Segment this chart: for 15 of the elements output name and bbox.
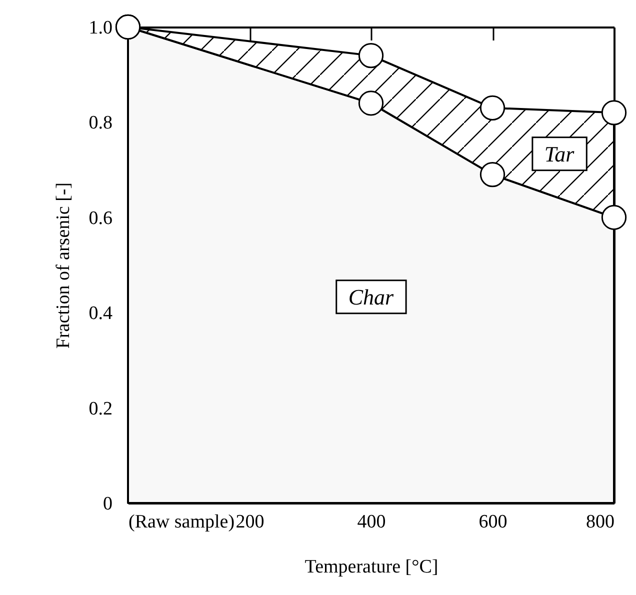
x-tick-label: 200 <box>236 512 264 532</box>
y-axis-title: Fraction of arsenic [-] <box>52 182 74 349</box>
y-tick-label: 0.6 <box>88 208 112 229</box>
y-tick-label: 0.8 <box>88 112 112 134</box>
y-tick-label: 0.2 <box>88 398 112 420</box>
y-tick-label: 0 <box>103 494 112 514</box>
x-axis-title: Temperature [°C] <box>304 556 438 578</box>
series-label: Tar <box>544 141 575 166</box>
y-tick-label: 1.0 <box>88 18 112 38</box>
x-tick-label: (Raw sample) <box>128 512 235 532</box>
y-tick-label: 0.4 <box>88 303 113 324</box>
x-tick-label: 800 <box>586 512 614 532</box>
x-tick-label: 600 <box>478 512 508 532</box>
x-tick-label: 400 <box>357 512 386 532</box>
series-label: Char <box>348 284 394 310</box>
